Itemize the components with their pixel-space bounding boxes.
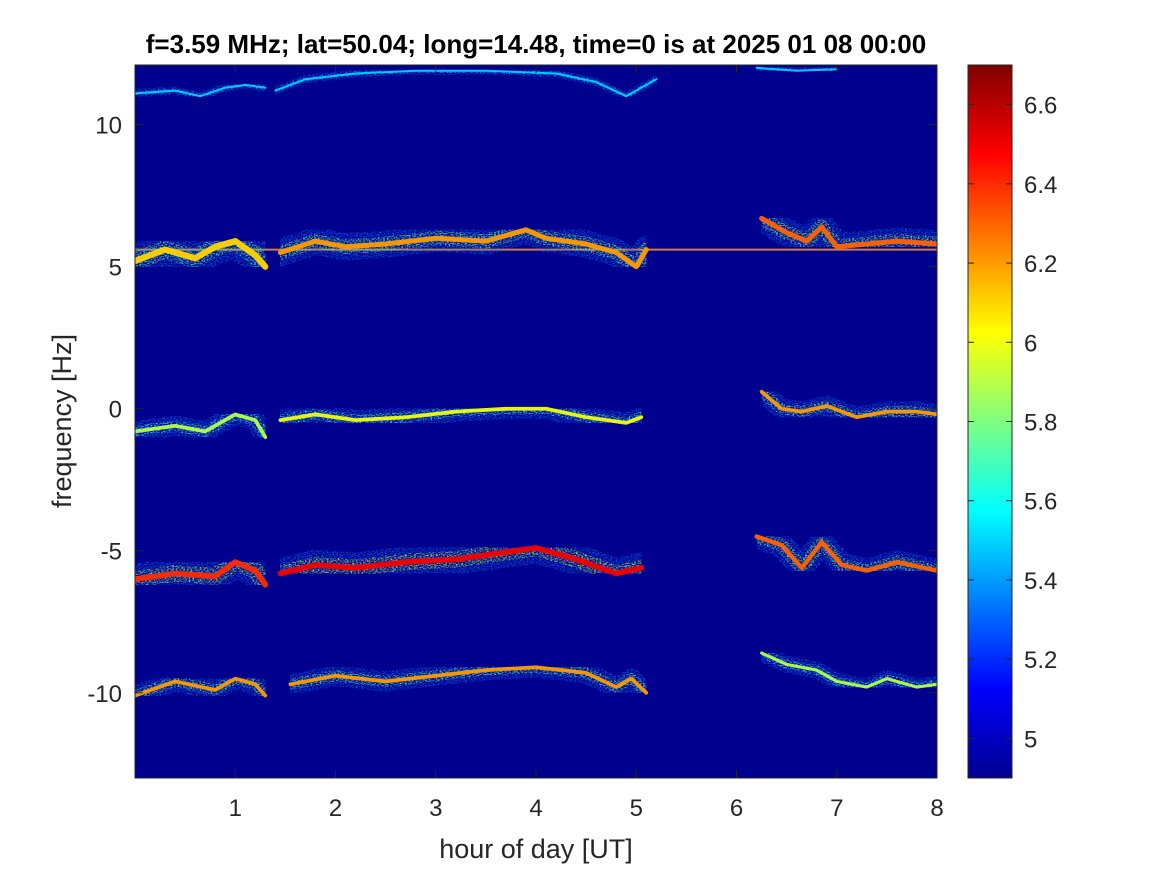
trace-core xyxy=(278,406,644,425)
trace-core xyxy=(277,545,645,577)
trace-core xyxy=(135,559,269,588)
y-tick-label: 0 xyxy=(109,397,122,424)
x-tick-label: 2 xyxy=(329,795,342,822)
chart-title: f=3.59 MHz; lat=50.04; long=14.48, time=… xyxy=(146,29,926,59)
trace xyxy=(747,204,937,261)
trace xyxy=(280,656,657,704)
colorbar-tick-label: 5.2 xyxy=(1024,647,1057,674)
colorbar-axis: 5 5.2 5.4 5.6 5.8 6 6.2 6.4 6.6 xyxy=(968,93,1057,753)
trace xyxy=(135,546,281,601)
x-tick-label: 3 xyxy=(429,795,442,822)
plot-frame xyxy=(134,64,938,779)
trace-core xyxy=(135,237,269,270)
trace-core xyxy=(760,651,937,689)
trace-core xyxy=(754,534,937,573)
trace-core xyxy=(755,66,838,72)
trace xyxy=(753,65,841,75)
trace-core xyxy=(277,227,649,270)
y-axis: 10 5 0 -5 -10 xyxy=(87,113,937,708)
y-tick-label: -10 xyxy=(87,681,122,708)
spectrogram-traces xyxy=(135,65,937,706)
colorbar-tick-label: 6.6 xyxy=(1024,93,1057,120)
trace-core xyxy=(759,389,937,420)
y-tick-label: -5 xyxy=(101,539,122,566)
trace-core xyxy=(288,665,649,695)
trace xyxy=(751,381,937,428)
trace-core xyxy=(759,215,937,250)
trace xyxy=(135,404,276,448)
trace-core xyxy=(135,83,267,98)
y-axis-label: frequency [Hz] xyxy=(47,334,77,508)
x-tick-label: 8 xyxy=(930,795,943,822)
colorbar-tick-label: 6.2 xyxy=(1024,251,1057,278)
y-tick-label: 10 xyxy=(95,113,122,140)
colorbar-tick-label: 5.4 xyxy=(1024,568,1057,595)
colorbar-tick-label: 5 xyxy=(1024,726,1037,753)
trace-core xyxy=(135,412,268,439)
trace xyxy=(135,224,283,284)
colorbar-tick-label: 5.8 xyxy=(1024,410,1057,437)
trace xyxy=(271,66,661,101)
trace xyxy=(270,398,652,434)
colorbar-tick-label: 5.6 xyxy=(1024,489,1057,516)
colorbar-tick-label: 6 xyxy=(1024,330,1037,357)
trace xyxy=(744,524,937,583)
trace xyxy=(135,668,276,706)
x-axis-label: hour of day [UT] xyxy=(439,834,633,864)
x-tick-label: 7 xyxy=(830,795,843,822)
trace-core xyxy=(274,69,658,98)
trace xyxy=(266,216,660,281)
x-tick-label: 4 xyxy=(529,795,542,822)
colorbar-tick-label: 6.4 xyxy=(1024,172,1057,199)
x-tick-label: 1 xyxy=(229,795,242,822)
trace xyxy=(265,532,657,589)
trace xyxy=(135,80,270,101)
trace-core xyxy=(135,676,268,698)
x-tick-label: 6 xyxy=(730,795,743,822)
x-axis: 1 2 3 4 5 6 7 8 xyxy=(229,65,944,822)
trace xyxy=(753,644,937,696)
colorbar xyxy=(967,64,1013,779)
x-tick-label: 5 xyxy=(630,795,643,822)
y-tick-label: 5 xyxy=(109,255,122,282)
